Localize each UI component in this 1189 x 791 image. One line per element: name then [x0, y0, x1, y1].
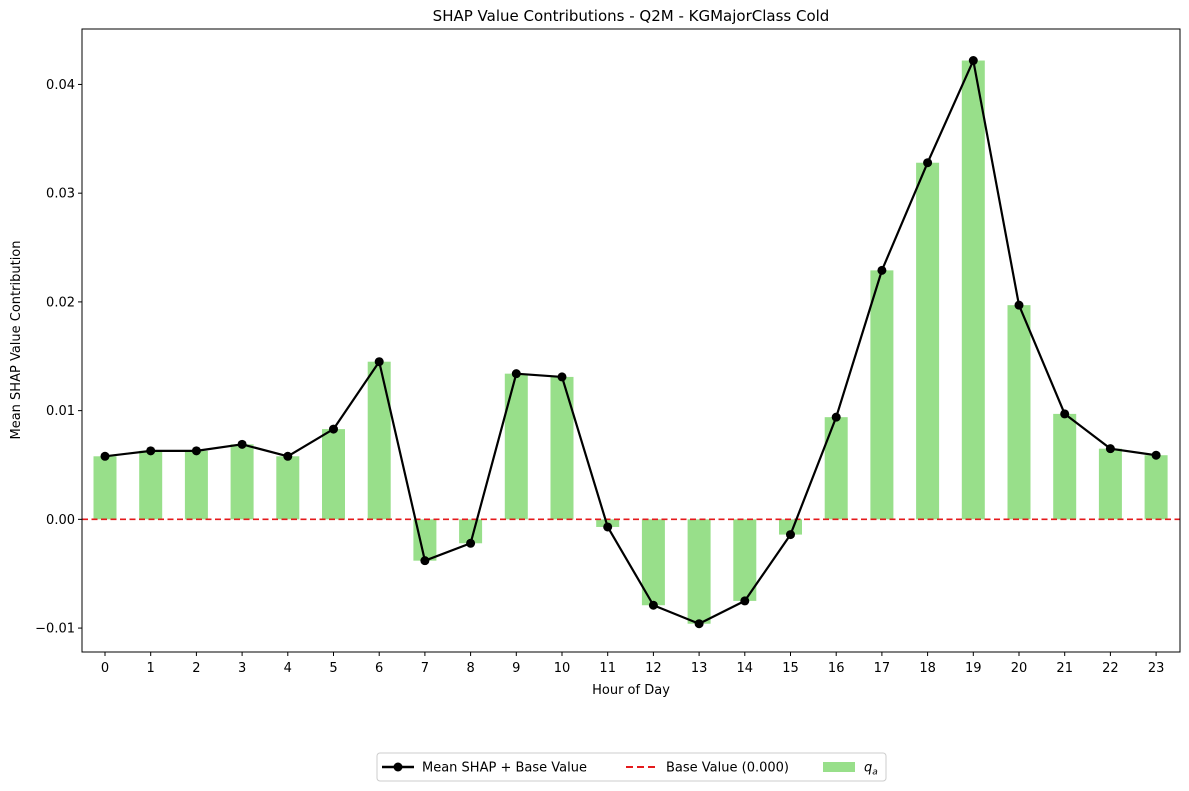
bar-hour-21 — [1053, 413, 1077, 520]
mean-shap-point-hour-4 — [283, 451, 293, 461]
bar-hour-2 — [184, 450, 208, 520]
y-tick-label: 0.01 — [46, 404, 75, 419]
bar-hour-14 — [733, 519, 757, 601]
mean-shap-point-hour-23 — [1151, 450, 1161, 460]
x-tick-label: 10 — [554, 661, 571, 676]
bar-hour-12 — [641, 519, 665, 606]
bar-hour-13 — [687, 519, 711, 624]
x-tick-label: 0 — [101, 661, 109, 676]
bars-layer — [93, 60, 1168, 624]
bar-hour-6 — [367, 361, 391, 520]
bar-hour-22 — [1098, 448, 1122, 520]
legend-entry-qa: qa — [823, 761, 878, 778]
mean-shap-point-hour-17 — [877, 265, 887, 275]
bar-hour-10 — [550, 376, 574, 520]
legend-label-qa: qa — [864, 761, 878, 778]
mean-shap-line-layer — [100, 56, 1161, 629]
x-tick-label: 2 — [192, 661, 200, 676]
x-tick-label: 3 — [238, 661, 246, 676]
mean-shap-point-hour-20 — [1014, 300, 1024, 310]
mean-shap-line — [104, 59, 1157, 625]
x-tick-label: 14 — [737, 661, 754, 676]
mean-shap-point-hour-14 — [740, 596, 750, 606]
x-tick-label: 6 — [375, 661, 383, 676]
legend-entry-base-value: Base Value (0.000) — [626, 761, 789, 776]
bar-hour-23 — [1144, 455, 1168, 520]
bar-hour-9 — [504, 373, 528, 520]
y-axis: −0.01 0.00 0.01 0.02 0.03 0.04 — [35, 78, 82, 637]
legend: Mean SHAP + Base Value Base Value (0.000… — [376, 752, 887, 782]
x-tick-label: 1 — [147, 661, 155, 676]
y-tick-label: 0.00 — [46, 513, 75, 528]
bar-hour-0 — [93, 456, 117, 520]
x-axis-label: Hour of Day — [592, 683, 670, 698]
chart-title: SHAP Value Contributions - Q2M - KGMajor… — [433, 7, 830, 25]
mean-shap-point-hour-18 — [923, 158, 933, 168]
legend-label-mean-shap: Mean SHAP + Base Value — [422, 761, 587, 776]
legend-marker-swatch — [393, 762, 403, 772]
y-axis-label: Mean SHAP Value Contribution — [9, 241, 24, 440]
mean-shap-point-hour-22 — [1105, 444, 1115, 454]
mean-shap-point-hour-12 — [648, 600, 658, 610]
x-tick-label: 20 — [1011, 661, 1028, 676]
mean-shap-point-hour-2 — [191, 446, 201, 456]
x-tick-label: 19 — [965, 661, 982, 676]
bar-hour-19 — [961, 60, 985, 520]
bar-hour-5 — [322, 429, 345, 520]
mean-shap-point-hour-9 — [511, 369, 521, 379]
bar-hour-20 — [1007, 305, 1031, 520]
bar-hour-16 — [824, 417, 848, 520]
x-tick-label: 23 — [1148, 661, 1165, 676]
x-tick-label: 22 — [1102, 661, 1119, 676]
x-tick-label: 15 — [782, 661, 799, 676]
mean-shap-point-hour-15 — [786, 530, 795, 540]
x-tick-label: 8 — [466, 661, 474, 676]
y-tick-label: 0.04 — [46, 78, 75, 93]
plot-frame — [81, 28, 1181, 653]
mean-shap-point-hour-11 — [603, 522, 613, 532]
x-tick-label: 13 — [691, 661, 708, 676]
mean-shap-point-hour-10 — [557, 372, 567, 382]
bar-hour-15 — [779, 519, 802, 535]
x-tick-label: 16 — [828, 661, 845, 676]
mean-shap-point-hour-13 — [694, 619, 704, 629]
x-axis: 0 1 2 3 4 5 6 7 8 9 10 11 12 13 14 15 16 17 18 19 20 21 22 23 — [101, 652, 1165, 676]
x-tick-label: 4 — [284, 661, 292, 676]
mean-shap-point-hour-8 — [466, 538, 476, 548]
bar-hour-3 — [230, 444, 254, 520]
mean-shap-point-hour-5 — [329, 424, 338, 434]
x-tick-label: 7 — [421, 661, 429, 676]
x-tick-label: 9 — [512, 661, 520, 676]
mean-shap-point-hour-6 — [374, 357, 384, 367]
legend-entry-mean-shap: Mean SHAP + Base Value — [382, 761, 587, 776]
bar-hour-18 — [916, 162, 940, 520]
mean-shap-point-hour-16 — [831, 412, 841, 422]
x-tick-label: 5 — [329, 661, 337, 676]
y-tick-label: 0.02 — [46, 295, 75, 310]
bar-hour-1 — [139, 450, 163, 520]
legend-label-base-value: Base Value (0.000) — [666, 761, 789, 776]
mean-shap-point-hour-21 — [1060, 409, 1070, 419]
y-tick-label: −0.01 — [35, 622, 75, 637]
mean-shap-point-hour-19 — [968, 56, 978, 66]
y-tick-label: 0.03 — [46, 187, 75, 202]
x-tick-label: 17 — [874, 661, 891, 676]
bar-hour-7 — [413, 519, 437, 561]
bar-hour-17 — [870, 270, 894, 520]
legend-patch-swatch — [823, 762, 855, 772]
x-tick-label: 18 — [919, 661, 936, 676]
bar-hour-4 — [276, 456, 300, 520]
x-tick-label: 21 — [1056, 661, 1073, 676]
mean-shap-point-hour-3 — [237, 439, 247, 449]
x-tick-label: 12 — [645, 661, 662, 676]
mean-shap-point-hour-7 — [420, 556, 430, 566]
mean-shap-point-hour-0 — [100, 451, 110, 461]
x-tick-label: 11 — [599, 661, 616, 676]
mean-shap-point-hour-1 — [146, 446, 156, 456]
